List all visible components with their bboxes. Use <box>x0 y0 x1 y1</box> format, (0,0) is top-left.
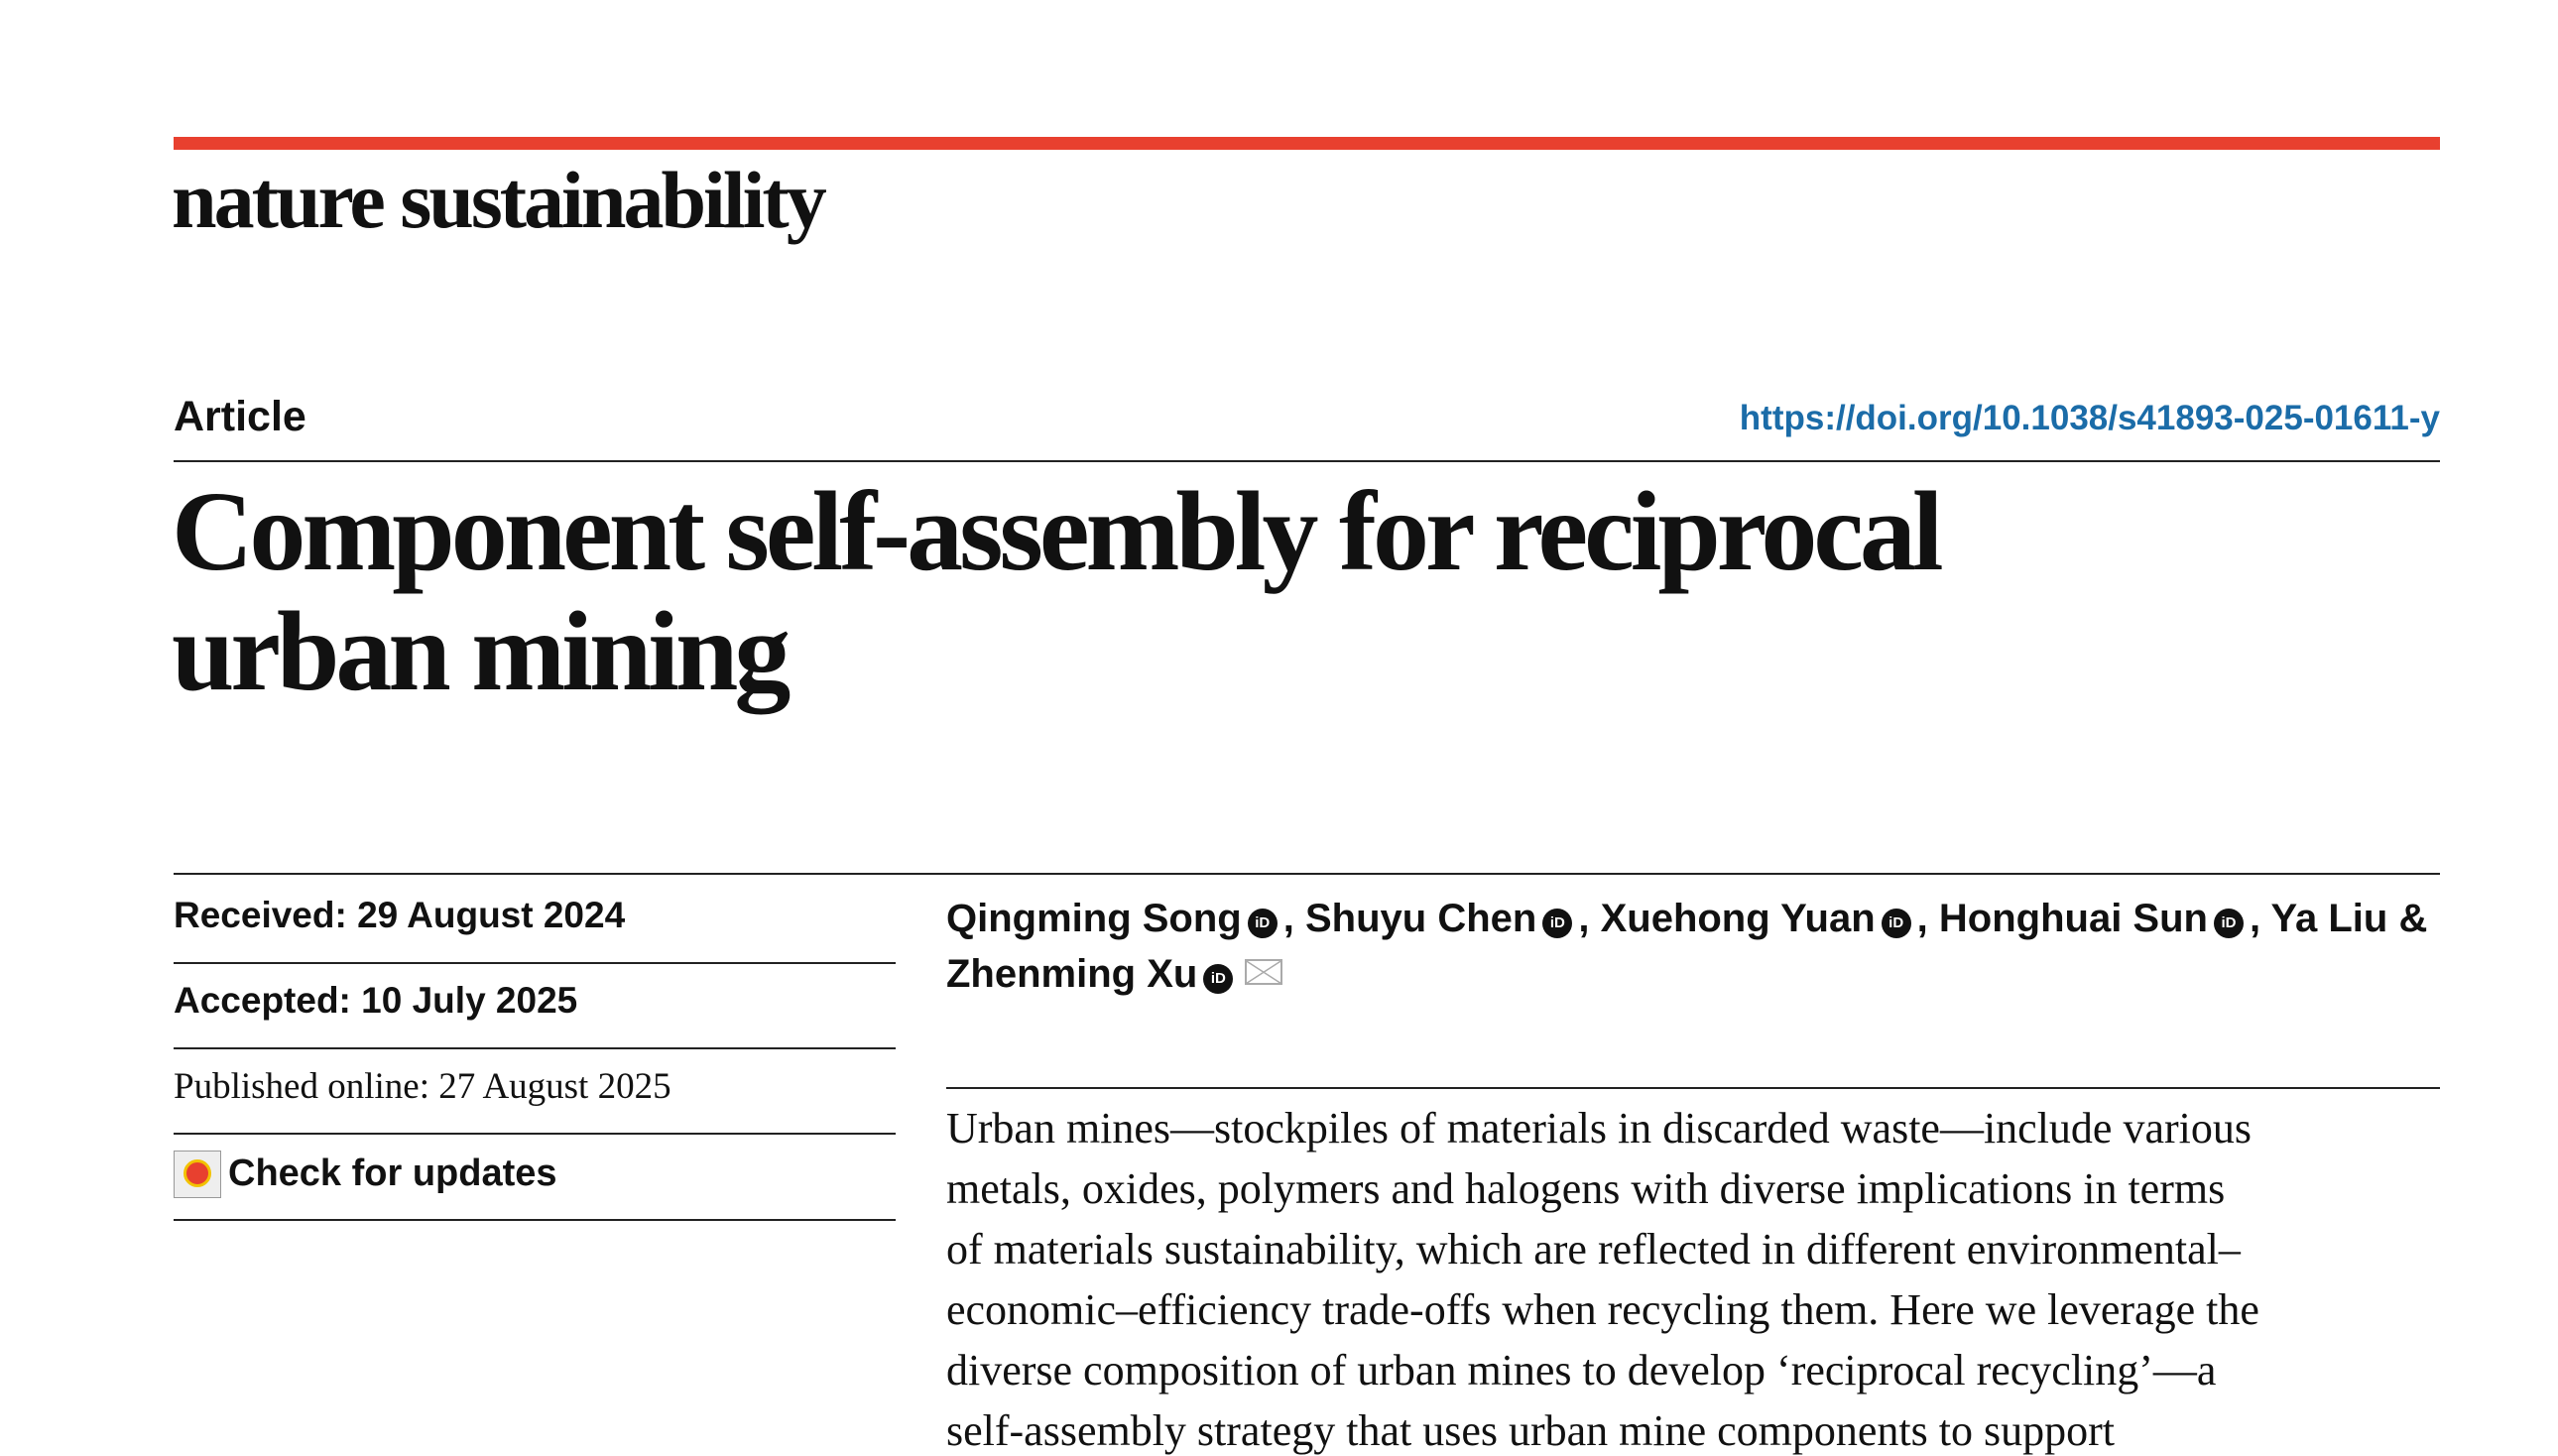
title-line: urban mining <box>172 588 791 714</box>
check-updates[interactable]: Check for updates <box>228 1153 557 1194</box>
divider <box>946 1087 2440 1089</box>
date-label: Received: <box>174 895 347 935</box>
author-name: Shuyu Chen <box>1304 897 1537 940</box>
author-name: Xuehong Yuan <box>1600 897 1876 940</box>
author-name: Zhenming Xu <box>946 952 1198 996</box>
abstract-line: Urban mines—stockpiles of materials in d… <box>946 1104 2252 1153</box>
date-label: Published online: <box>174 1066 429 1107</box>
orcid-icon[interactable]: iD <box>1881 909 1911 938</box>
article-type: Article <box>174 393 306 440</box>
authors: Qingming Song iD, Shuyu Chen iD, Xuehong Y… <box>946 891 2427 1002</box>
orcid-icon[interactable]: iD <box>2213 909 2244 938</box>
author-separator: , <box>1578 897 1590 940</box>
date-row: Received: 29 August 2024 <box>174 895 625 936</box>
date-row: Accepted: 10 July 2025 <box>174 980 577 1022</box>
orcid-icon[interactable]: iD <box>1247 909 1278 938</box>
abstract-line: metals, oxides, polymers and halogens wi… <box>946 1164 2226 1213</box>
orcid-icon[interactable]: iD <box>1542 909 1573 938</box>
author-separator: , <box>1282 897 1294 940</box>
date-value: 27 August 2025 <box>438 1066 671 1107</box>
orcid-icon[interactable]: iD <box>1203 964 1234 994</box>
journal-logo: nature sustainability <box>172 155 827 245</box>
abstract-line: self-assembly strategy that uses urban m… <box>946 1406 2115 1455</box>
divider <box>174 1133 896 1135</box>
date-row: Published online: 27 August 2025 <box>174 1065 671 1108</box>
divider <box>174 1219 896 1221</box>
author-name: Ya Liu <box>2270 897 2388 940</box>
divider <box>174 460 2440 462</box>
author-separator: , <box>2249 897 2261 940</box>
date-value: 10 July 2025 <box>361 980 578 1021</box>
abstract-line: diverse composition of urban mines to de… <box>946 1346 2217 1395</box>
title-line: Component self-assembly for reciprocal <box>172 468 1944 594</box>
doi-link[interactable]: https://doi.org/10.1038/s41893-025-01611… <box>1739 399 2440 437</box>
author-name: Honghuai Sun <box>1938 897 2208 940</box>
email-icon[interactable] <box>1245 959 1283 985</box>
abstract-line: economic–efficiency trade-offs when recy… <box>946 1285 2259 1334</box>
divider <box>174 962 896 964</box>
author-separator: , <box>1916 897 1928 940</box>
update-icon[interactable] <box>174 1151 221 1198</box>
author-name: Qingming Song <box>946 897 1242 940</box>
date-value: 29 August 2024 <box>357 895 626 935</box>
date-label: Accepted: <box>174 980 351 1021</box>
divider <box>174 873 2440 875</box>
abstract-line: of materials sustainability, which are r… <box>946 1225 2241 1274</box>
author-separator: & <box>2398 897 2428 940</box>
divider <box>174 1047 896 1049</box>
brand-bar <box>174 137 2440 150</box>
